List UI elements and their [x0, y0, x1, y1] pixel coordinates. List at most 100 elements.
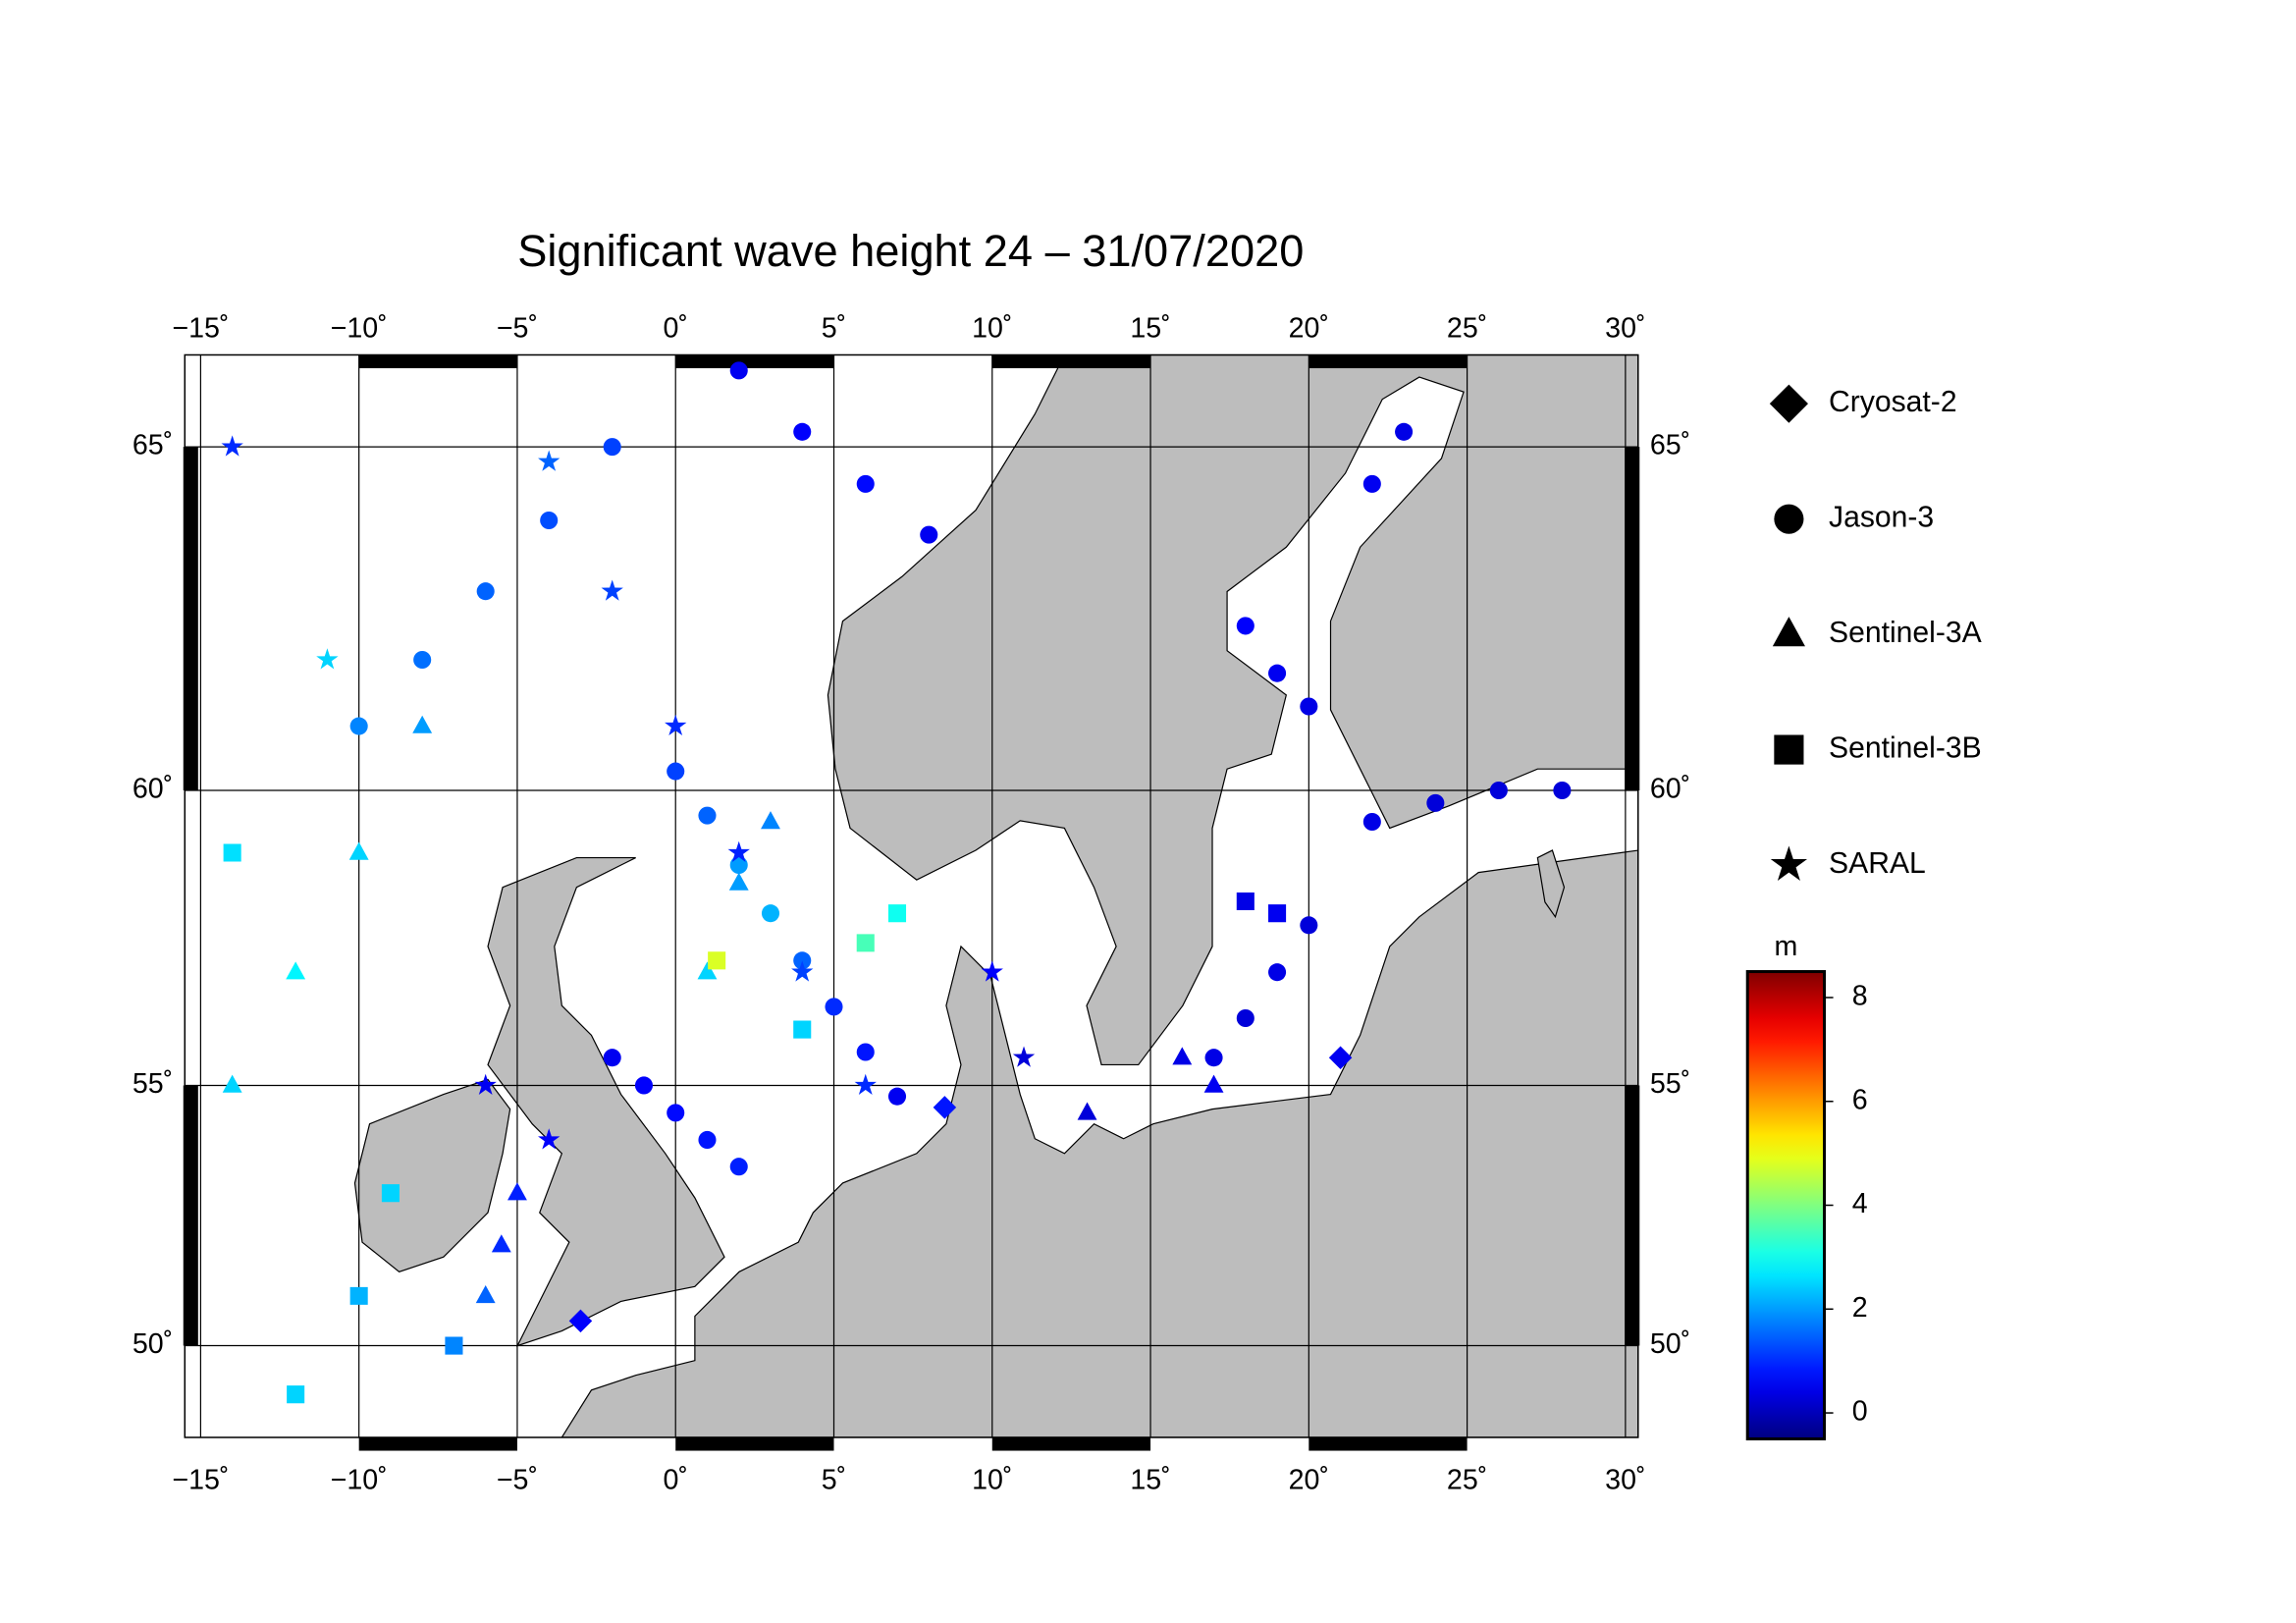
- data-point: [698, 806, 717, 825]
- colorbar-label: m: [1774, 931, 1797, 962]
- data-point: [665, 714, 687, 736]
- data-point: [1077, 1102, 1097, 1120]
- data-point: [601, 579, 623, 601]
- data-point: [540, 511, 559, 530]
- data-point: [1172, 1047, 1193, 1065]
- y-tick-label: 60˚: [133, 774, 173, 805]
- data-point: [1236, 617, 1255, 635]
- legend-label: Cryosat-2: [1829, 386, 1957, 418]
- frame-band: [1625, 1085, 1640, 1346]
- legend-label: Sentinel-3B: [1829, 732, 1982, 765]
- data-point: [1489, 781, 1508, 800]
- data-point: [1362, 812, 1381, 832]
- y-tick-label: 50˚: [1650, 1328, 1690, 1360]
- x-tick-label: 25˚: [1447, 1465, 1487, 1496]
- frame-band: [675, 1436, 834, 1451]
- data-point: [793, 422, 812, 441]
- data-point: [1300, 697, 1318, 716]
- points: [221, 361, 1572, 1404]
- x-tick-label: 5˚: [822, 1465, 846, 1496]
- data-point: [1362, 474, 1381, 493]
- data-point: [854, 1073, 877, 1095]
- data-point: [708, 951, 726, 970]
- colorbar-tick-label: 0: [1852, 1396, 1868, 1428]
- continent: [561, 849, 1638, 1437]
- data-point: [697, 961, 718, 980]
- data-point: [920, 525, 938, 544]
- frame-band: [1308, 354, 1468, 369]
- data-point: [349, 717, 368, 735]
- data-point: [981, 960, 1003, 982]
- x-tick-label: −15˚: [172, 312, 229, 344]
- y-tick-label: 60˚: [1650, 774, 1690, 805]
- legend-symbol: [1769, 384, 1808, 423]
- colorbar: [1745, 970, 1827, 1440]
- colorbar-tick-label: 4: [1852, 1188, 1868, 1219]
- y-tick-label: 55˚: [1650, 1068, 1690, 1100]
- data-point: [603, 1049, 621, 1067]
- x-tick-label: 20˚: [1289, 312, 1329, 344]
- data-point: [1426, 793, 1445, 812]
- data-point: [729, 1158, 748, 1176]
- x-tick-label: −10˚: [331, 312, 388, 344]
- data-point: [538, 450, 561, 471]
- data-point: [316, 648, 339, 670]
- data-point: [793, 951, 812, 970]
- data-point: [1236, 1008, 1255, 1028]
- x-tick-label: 15˚: [1130, 312, 1170, 344]
- data-point: [856, 474, 875, 493]
- legend-symbol: [1774, 504, 1804, 534]
- x-tick-label: 30˚: [1605, 312, 1645, 344]
- data-point: [856, 1043, 875, 1061]
- legend-symbol: [1770, 845, 1808, 881]
- x-tick-label: −5˚: [497, 1465, 538, 1496]
- legend-label: Sentinel-3A: [1829, 617, 1983, 649]
- data-point: [1236, 892, 1255, 911]
- data-point: [445, 1336, 463, 1355]
- data-point: [933, 1096, 957, 1119]
- legend: Cryosat-2 Jason-3 Sentinel-3A Sentinel-3B SA…: [1769, 384, 1983, 881]
- x-tick-label: 20˚: [1289, 1465, 1329, 1496]
- data-point: [667, 1104, 685, 1122]
- x-tick-label: 10˚: [972, 1465, 1012, 1496]
- data-point: [474, 1073, 497, 1095]
- data-point: [698, 1130, 717, 1150]
- gotland: [1536, 849, 1566, 919]
- x-tick-label: 15˚: [1130, 1465, 1170, 1496]
- data-point: [287, 1385, 305, 1404]
- great-britain: [487, 856, 725, 1347]
- legend-symbol: [1774, 734, 1804, 765]
- frame-band: [183, 447, 198, 791]
- frame-band: [358, 354, 517, 369]
- data-point: [412, 715, 433, 733]
- scandinavia: [827, 354, 1638, 1066]
- data-point: [1203, 1074, 1224, 1093]
- data-point: [887, 1087, 907, 1106]
- data-point: [729, 855, 748, 875]
- data-point: [825, 998, 843, 1016]
- data-point: [476, 582, 495, 601]
- data-point: [1300, 916, 1318, 935]
- data-point: [856, 934, 875, 952]
- ireland: [353, 1078, 511, 1272]
- data-point: [507, 1182, 527, 1201]
- frame-band: [675, 354, 834, 369]
- data-point: [381, 1184, 400, 1203]
- map-border: [184, 353, 1639, 1438]
- frame-band: [183, 1085, 198, 1346]
- legend-label: SARAL: [1829, 847, 1926, 880]
- data-point: [223, 843, 241, 862]
- data-point: [761, 811, 780, 830]
- data-point: [667, 762, 685, 781]
- data-point: [222, 1074, 242, 1093]
- data-point: [1553, 781, 1572, 800]
- land: [353, 354, 1638, 1437]
- data-point: [538, 1128, 561, 1150]
- data-point: [1268, 664, 1287, 682]
- data-point: [491, 1234, 511, 1253]
- data-point: [568, 1309, 593, 1333]
- colorbar-tick-label: 2: [1852, 1292, 1868, 1324]
- x-tick-label: 10˚: [972, 312, 1012, 344]
